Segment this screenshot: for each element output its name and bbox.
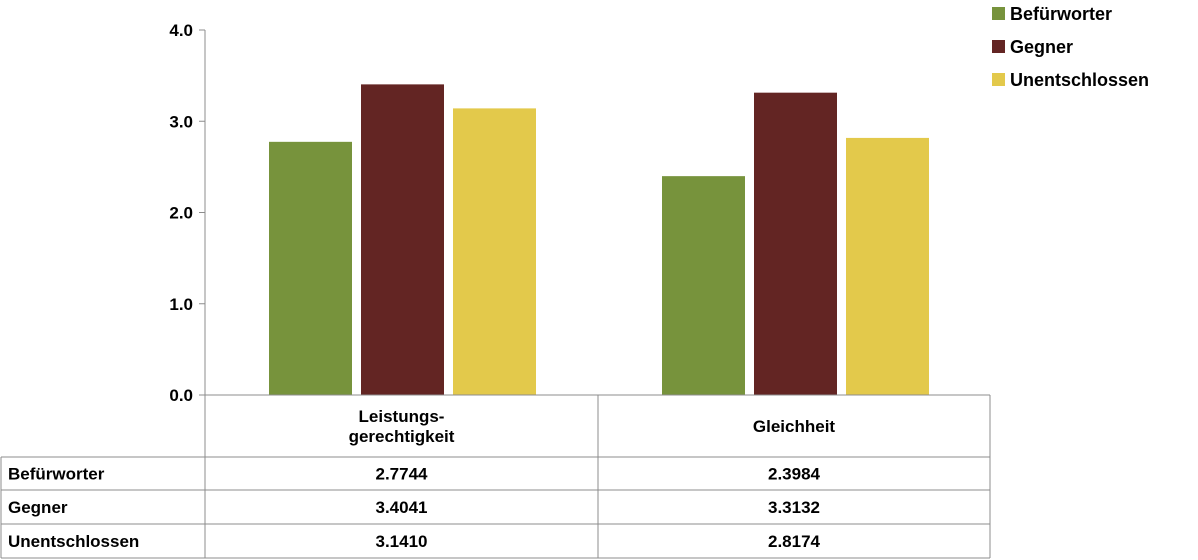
table-cell-gegner-leistungs-gerechtigkeit: 3.4041: [376, 498, 428, 517]
table-cell-gegner-gleichheit: 3.3132: [768, 498, 820, 517]
legend-swatch-gegner: [992, 40, 1005, 53]
legend-swatch-befürworter: [992, 7, 1005, 20]
y-tick-label: 1.0: [169, 295, 193, 314]
y-tick-label: 4.0: [169, 21, 193, 40]
y-tick-label: 0.0: [169, 386, 193, 405]
y-tick-label: 3.0: [169, 112, 193, 131]
legend-label-unentschlossen: Unentschlossen: [1010, 70, 1149, 90]
category-label-leistungs-gerechtigkeit: Leistungs-gerechtigkeit: [349, 407, 455, 446]
category-label-gleichheit: Gleichheit: [753, 417, 836, 436]
bar-befürworter-gleichheit: [662, 176, 745, 395]
table-cell-befürworter-gleichheit: 2.3984: [768, 465, 821, 484]
data-table: Leistungs-gerechtigkeit Gleichheit Befürwo…: [0, 394, 991, 559]
legend-swatch-unentschlossen: [992, 73, 1005, 86]
legend-label-gegner: Gegner: [1010, 37, 1073, 57]
bar-gegner-gleichheit: [754, 92, 837, 395]
bar-unentschlossen-gleichheit: [846, 137, 929, 396]
table-row-label-befürworter: Befürworter: [8, 465, 105, 484]
table-cell-unentschlossen-gleichheit: 2.8174: [768, 532, 821, 551]
table-row-label-unentschlossen: Unentschlossen: [8, 532, 139, 551]
table-cell-befürworter-leistungs-gerechtigkeit: 2.7744: [376, 465, 429, 484]
y-tick-label: 2.0: [169, 204, 193, 223]
table-row-label-gegner: Gegner: [8, 498, 68, 517]
bar-befürworter-leistungs-gerechtigkeit: [269, 141, 352, 395]
bars: [269, 84, 929, 396]
legend: Befürworter Gegner Unentschlossen: [992, 4, 1149, 90]
y-axis: 0.0 1.0 2.0 3.0 4.0: [169, 21, 206, 405]
bar-unentschlossen-leistungs-gerechtigkeit: [453, 108, 536, 395]
table-cell-unentschlossen-leistungs-gerechtigkeit: 3.1410: [376, 532, 428, 551]
bar-gegner-leistungs-gerechtigkeit: [361, 84, 444, 395]
legend-label-befürworter: Befürworter: [1010, 4, 1112, 24]
